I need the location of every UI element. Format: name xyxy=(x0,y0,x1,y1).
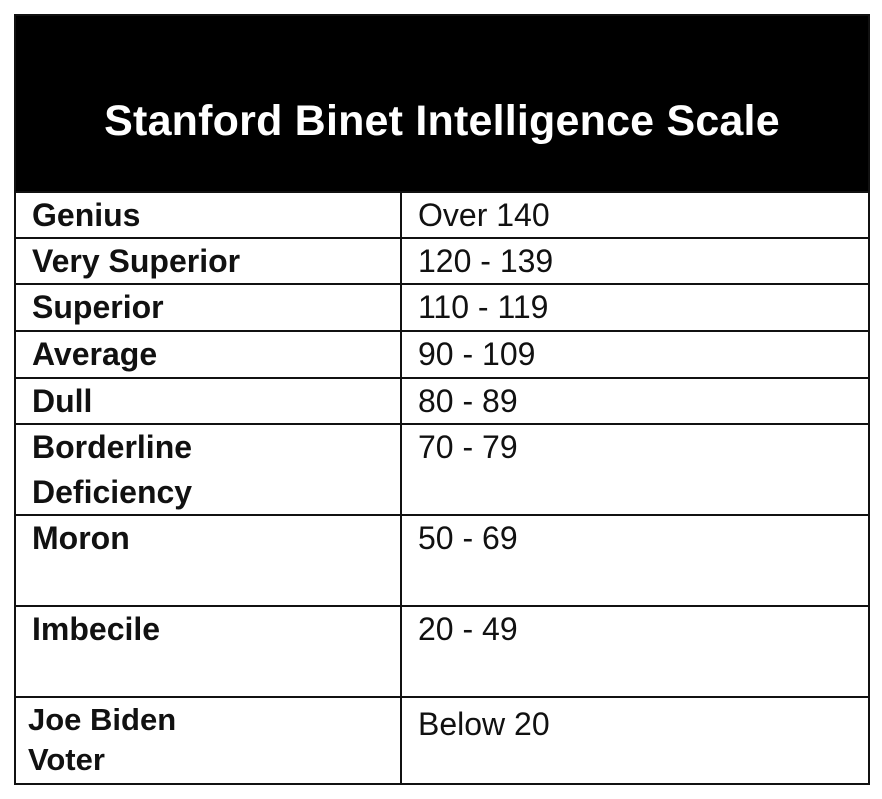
iq-range: 90 - 109 xyxy=(418,336,536,372)
table-row: Genius Over 140 xyxy=(16,191,868,237)
category-label: Dull xyxy=(16,379,402,423)
iq-range: 80 - 89 xyxy=(418,383,518,419)
iq-range: 50 - 69 xyxy=(418,520,518,556)
iq-range: Over 140 xyxy=(418,197,550,233)
intelligence-scale-table: Stanford Binet Intelligence Scale Genius… xyxy=(14,14,870,785)
table-row: Dull 80 - 89 xyxy=(16,377,868,423)
category-label: Moron xyxy=(16,516,402,605)
table-row: Moron 50 - 69 xyxy=(16,514,868,605)
category-label: Very Superior xyxy=(16,239,402,283)
category-label: Borderline Deficiency xyxy=(16,425,402,514)
category-label: Average xyxy=(16,332,402,377)
table-row: Average 90 - 109 xyxy=(16,330,868,377)
iq-range: 110 - 119 xyxy=(418,289,549,325)
category-label: Superior xyxy=(16,285,402,330)
table-title: Stanford Binet Intelligence Scale xyxy=(16,16,868,191)
category-label: Joe Biden Voter xyxy=(16,698,402,785)
table-row: Imbecile 20 - 49 xyxy=(16,605,868,696)
iq-range: 70 - 79 xyxy=(418,429,518,465)
iq-range: 20 - 49 xyxy=(418,611,518,647)
table-row: Very Superior 120 - 139 xyxy=(16,237,868,283)
iq-range: Below 20 xyxy=(418,706,550,742)
iq-range: 120 - 139 xyxy=(418,243,554,279)
category-label: Imbecile xyxy=(16,607,402,696)
category-label: Genius xyxy=(16,193,402,237)
table-row: Borderline Deficiency 70 - 79 xyxy=(16,423,868,514)
table-row: Superior 110 - 119 xyxy=(16,283,868,330)
table-row: Joe Biden Voter Below 20 xyxy=(16,696,868,785)
